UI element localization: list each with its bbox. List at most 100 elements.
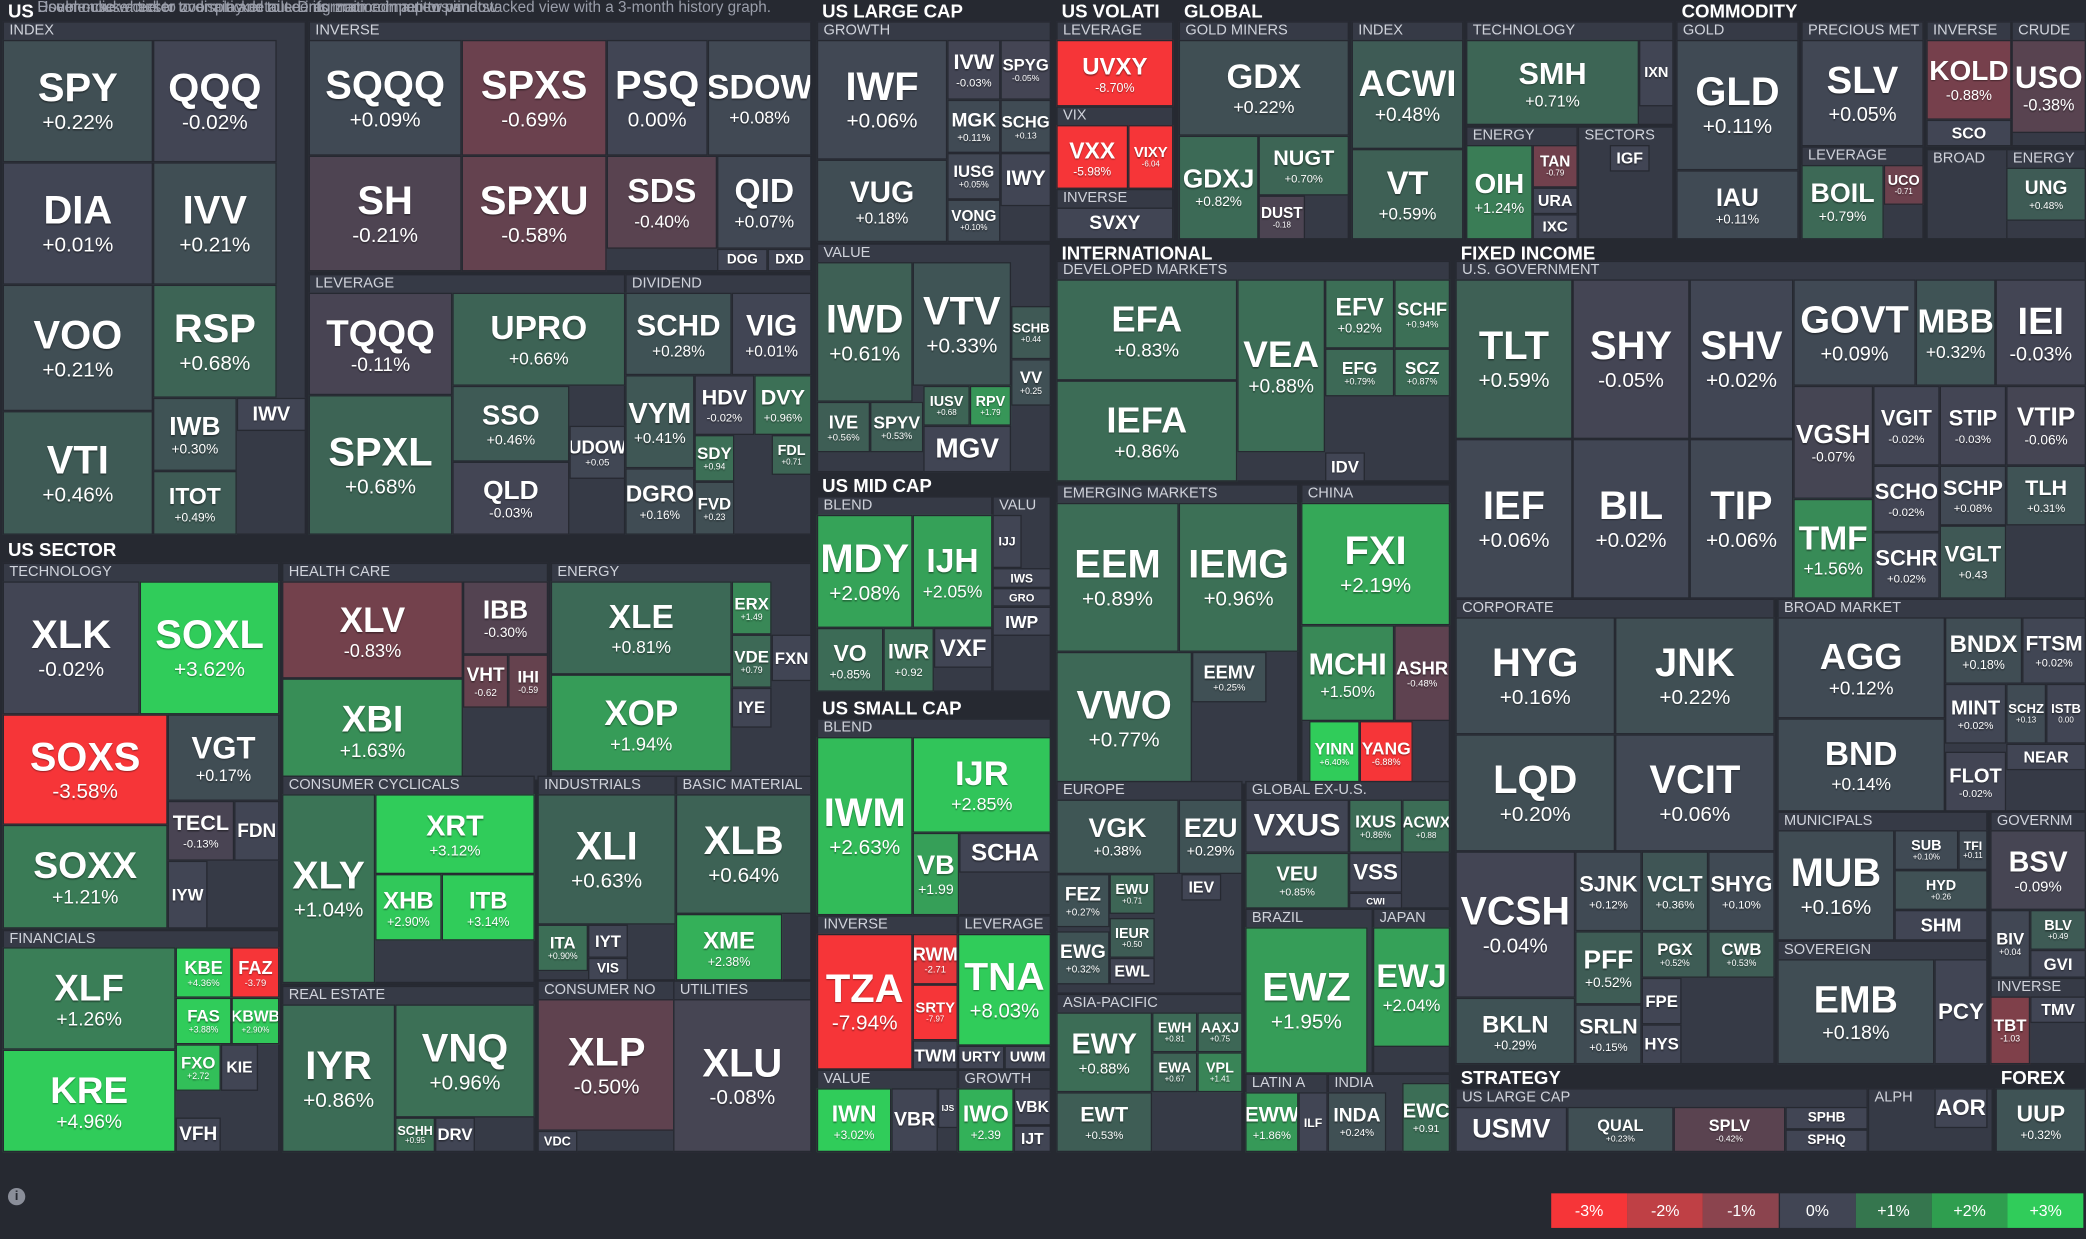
- ticker-tile[interactable]: UNG +0.48%: [2006, 167, 2086, 221]
- ticker-tile[interactable]: VCIT +0.06%: [1615, 734, 1775, 852]
- ticker-tile[interactable]: BND +0.14%: [1777, 718, 1945, 812]
- ticker-tile[interactable]: DOG: [717, 248, 768, 272]
- ticker-tile[interactable]: XLV -0.83%: [282, 581, 463, 679]
- ticker-tile[interactable]: EZU +0.29%: [1178, 799, 1243, 875]
- ticker-tile[interactable]: MGV: [923, 425, 1012, 473]
- ticker-tile[interactable]: BOIL +0.79%: [1801, 164, 1884, 240]
- ticker-tile[interactable]: QID +0.07%: [717, 155, 812, 249]
- ticker-tile[interactable]: EWC +0.91: [1402, 1082, 1451, 1153]
- ticker-tile[interactable]: UPRO +0.66%: [452, 292, 626, 386]
- ticker-tile[interactable]: SCHZ +0.13: [2006, 683, 2047, 744]
- ticker-tile[interactable]: ILF: [1298, 1092, 1328, 1153]
- ticker-tile[interactable]: USMV: [1455, 1106, 1568, 1153]
- ticker-tile[interactable]: EWA +0.67: [1152, 1052, 1198, 1093]
- ticker-tile[interactable]: VIS: [588, 957, 628, 981]
- ticker-tile[interactable]: YANG -6.88%: [1359, 721, 1413, 785]
- ticker-tile[interactable]: URTY: [957, 1045, 1005, 1070]
- ticker-tile[interactable]: VBK: [1013, 1088, 1051, 1126]
- ticker-tile[interactable]: GRO: [992, 588, 1051, 607]
- ticker-tile[interactable]: CWB +0.53%: [1708, 931, 1775, 978]
- ticker-tile[interactable]: IJT: [1013, 1125, 1051, 1153]
- ticker-tile[interactable]: VEA +0.88%: [1237, 279, 1326, 453]
- ticker-tile[interactable]: HYG +0.16%: [1455, 617, 1616, 735]
- ticker-tile[interactable]: FXN: [771, 634, 812, 682]
- ticker-tile[interactable]: GVI: [2030, 949, 2086, 978]
- ticker-tile[interactable]: FTSM +0.02%: [2022, 617, 2086, 684]
- ticker-tile[interactable]: VXX -5.98%: [1056, 125, 1129, 189]
- ticker-tile[interactable]: SPXS -0.69%: [461, 39, 607, 156]
- ticker-tile[interactable]: IEMG +0.96%: [1178, 502, 1299, 652]
- ticker-tile[interactable]: VUG +0.18%: [816, 159, 948, 243]
- ticker-tile[interactable]: ITOT +0.49%: [152, 470, 237, 535]
- ticker-tile[interactable]: VTIP -0.06%: [2006, 385, 2086, 466]
- ticker-tile[interactable]: INDA +0.24%: [1327, 1092, 1387, 1153]
- ticker-tile[interactable]: SCHD +0.28%: [625, 292, 732, 376]
- ticker-tile[interactable]: VT +0.59%: [1351, 149, 1464, 240]
- ticker-tile[interactable]: ACWX +0.88: [1402, 799, 1451, 853]
- ticker-tile[interactable]: IYE: [731, 687, 772, 728]
- ticker-tile[interactable]: XRT +3.12%: [375, 794, 535, 875]
- ticker-tile[interactable]: DVY +0.96%: [754, 375, 812, 436]
- ticker-tile[interactable]: SDOW +0.08%: [707, 39, 812, 156]
- ticker-tile[interactable]: OIH +1.24%: [1466, 145, 1533, 240]
- ticker-tile[interactable]: IWD +0.61%: [816, 262, 913, 402]
- ticker-tile[interactable]: EFV +0.92%: [1325, 279, 1395, 349]
- ticker-tile[interactable]: DRV: [435, 1117, 475, 1153]
- ticker-tile[interactable]: TBT -1.03: [1990, 996, 2031, 1065]
- ticker-tile[interactable]: SCHO -0.02%: [1873, 465, 1940, 533]
- ticker-tile[interactable]: SCZ +0.87%: [1394, 348, 1451, 397]
- ticker-tile[interactable]: IJH +2.05%: [912, 514, 993, 628]
- ticker-tile[interactable]: YINN +6.40%: [1309, 721, 1360, 785]
- ticker-tile[interactable]: VTV +0.33%: [912, 262, 1012, 386]
- ticker-tile[interactable]: XLP -0.50%: [537, 999, 676, 1131]
- ticker-tile[interactable]: IYW: [167, 860, 208, 929]
- ticker-tile[interactable]: SSO +0.46%: [452, 385, 570, 462]
- ticker-tile[interactable]: TAN -0.79: [1532, 145, 1578, 188]
- ticker-tile[interactable]: VGIT -0.02%: [1873, 385, 1940, 466]
- ticker-tile[interactable]: EFG +0.79%: [1325, 348, 1395, 397]
- ticker-tile[interactable]: EWT +0.53%: [1056, 1092, 1153, 1153]
- ticker-tile[interactable]: IXUS +0.86%: [1348, 799, 1403, 853]
- ticker-tile[interactable]: DXD: [767, 248, 812, 272]
- ticker-tile[interactable]: TLT +0.59%: [1455, 279, 1573, 440]
- ticker-tile[interactable]: PGX +0.52%: [1641, 931, 1709, 978]
- ticker-tile[interactable]: EFA +0.83%: [1056, 279, 1238, 381]
- ticker-tile[interactable]: BKLN +0.29%: [1455, 997, 1576, 1065]
- ticker-tile[interactable]: SVXY: [1056, 207, 1174, 240]
- ticker-tile[interactable]: XLY +1.04%: [282, 794, 376, 984]
- ticker-tile[interactable]: SCHB +0.44: [1011, 305, 1051, 360]
- ticker-tile[interactable]: SPXU -0.58%: [461, 155, 607, 272]
- ticker-tile[interactable]: AGG +0.12%: [1777, 617, 1945, 719]
- ticker-tile[interactable]: VPL +1.41: [1197, 1052, 1243, 1093]
- ticker-tile[interactable]: VHT -0.62: [462, 654, 509, 708]
- ticker-tile[interactable]: SCHF +0.94%: [1394, 279, 1451, 349]
- ticker-tile[interactable]: SRTY -7.97: [912, 984, 958, 1041]
- ticker-tile[interactable]: XME +2.38%: [675, 913, 783, 981]
- ticker-tile[interactable]: IUSG +0.05%: [947, 152, 1001, 200]
- ticker-tile[interactable]: HDV -0.02%: [694, 375, 755, 436]
- ticker-tile[interactable]: IVE +0.56%: [816, 401, 871, 453]
- ticker-tile[interactable]: IWN +3.02%: [816, 1088, 892, 1153]
- ticker-tile[interactable]: TWM: [912, 1040, 958, 1070]
- ticker-tile[interactable]: BLV +0.49: [2030, 909, 2086, 950]
- ticker-tile[interactable]: IWP: [992, 606, 1051, 636]
- ticker-tile[interactable]: SPY +0.22%: [2, 39, 153, 163]
- ticker-tile[interactable]: VBR: [891, 1088, 938, 1153]
- ticker-tile[interactable]: VGT +0.17%: [167, 714, 280, 801]
- ticker-tile[interactable]: VSS: [1348, 852, 1403, 893]
- ticker-tile[interactable]: IXN: [1639, 39, 1674, 107]
- ticker-tile[interactable]: SCHG +0.13: [1000, 99, 1051, 153]
- ticker-tile[interactable]: SPLV -0.42%: [1673, 1106, 1786, 1153]
- ticker-tile[interactable]: IHI -0.59: [508, 654, 549, 708]
- ticker-tile[interactable]: IEUR +0.50: [1109, 917, 1155, 958]
- ticker-tile[interactable]: VYM +0.41%: [625, 375, 695, 469]
- ticker-tile[interactable]: FAS +3.88%: [175, 997, 232, 1045]
- ticker-tile[interactable]: IJJ: [992, 514, 1022, 569]
- ticker-tile[interactable]: ITB +3.14%: [441, 874, 535, 941]
- ticker-tile[interactable]: VGSH -0.07%: [1793, 385, 1874, 499]
- ticker-tile[interactable]: TFI +0.11: [1958, 830, 1988, 871]
- ticker-tile[interactable]: ERX +1.49: [731, 581, 772, 635]
- ticker-tile[interactable]: SPYV +0.53%: [870, 401, 924, 453]
- ticker-tile[interactable]: PSQ 0.00%: [606, 39, 708, 156]
- ticker-tile[interactable]: SHM: [1894, 909, 1988, 941]
